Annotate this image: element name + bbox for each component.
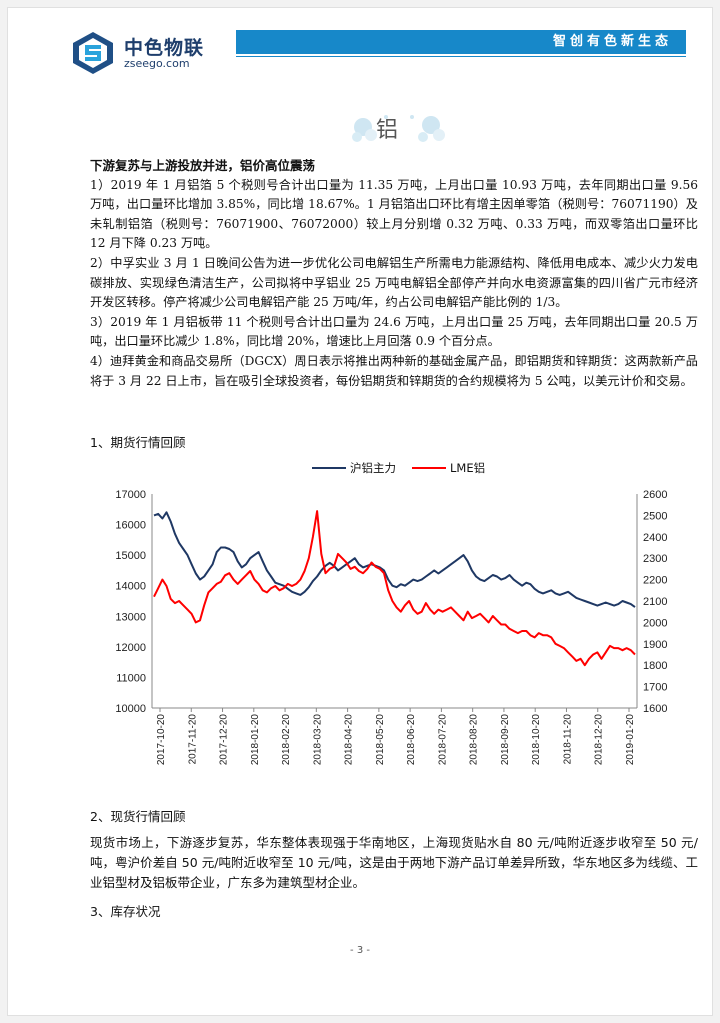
- x-tick-label: 2018-06-20: [406, 714, 417, 766]
- news-paragraph-3: 3）2019 年 1 月铝板带 11 个税则号合计出口量为 24.6 万吨，上月…: [90, 314, 698, 349]
- legend-label-shfe: 沪铝主力: [350, 461, 396, 475]
- x-tick-label: 2018-12-20: [594, 714, 605, 766]
- right-tick-label: 2300: [643, 553, 667, 565]
- right-tick-label: 2500: [643, 510, 667, 522]
- x-tick-label: 2017-10-20: [156, 714, 167, 766]
- right-tick-label: 2200: [643, 575, 667, 587]
- page-number: - 3 -: [350, 945, 370, 956]
- x-tick-label: 2019-01-20: [625, 714, 636, 766]
- section-heading-inventory: 3、库存状况: [90, 904, 161, 919]
- x-tick-label: 2017-11-20: [187, 714, 198, 765]
- spot-paragraph: 现货市场上，下游逐步复苏，华东整体表现强于华南地区，上海现货贴水自 80 元/吨…: [90, 835, 698, 890]
- right-tick-label: 1900: [643, 639, 667, 651]
- x-tick-label: 2018-03-20: [312, 714, 323, 766]
- section-heading-futures: 1、期货行情回顾: [90, 435, 186, 450]
- x-tick-label: 2018-02-20: [281, 714, 292, 766]
- slogan-banner: 智创有色新生态: [236, 30, 686, 54]
- left-tick-label: 17000: [115, 489, 146, 501]
- left-tick-label: 12000: [115, 642, 146, 654]
- legend-label-lme: LME铝: [450, 461, 485, 475]
- x-tick-label: 2018-11-20: [562, 714, 573, 765]
- left-tick-label: 16000: [115, 520, 146, 532]
- right-tick-label: 1800: [643, 660, 667, 672]
- section-badge-decoration-icon: [352, 115, 445, 142]
- x-tick-label: 2018-09-20: [500, 714, 511, 766]
- left-tick-label: 14000: [115, 581, 146, 593]
- left-tick-label: 10000: [115, 703, 146, 715]
- x-tick-label: 2018-05-20: [375, 714, 386, 766]
- section-title: 铝: [376, 118, 399, 143]
- news-paragraph-1: 1）2019 年 1 月铝箔 5 个税则号合计出口量为 11.35 万吨，上月出…: [90, 177, 698, 251]
- banner-divider: [236, 56, 686, 57]
- news-paragraph-2: 2）中孚实业 3 月 1 日晚间公告为进一步优化公司电解铝生产所需电力能源结构、…: [90, 255, 698, 310]
- x-tick-label: 2018-07-20: [437, 714, 448, 766]
- right-tick-label: 1600: [643, 703, 667, 715]
- right-tick-label: 2600: [643, 489, 667, 501]
- right-tick-label: 2100: [643, 596, 667, 608]
- x-tick-label: 2018-08-20: [469, 714, 480, 766]
- left-tick-label: 15000: [115, 550, 146, 562]
- brand-logo[interactable]: 中色物联 zseego.com: [70, 30, 230, 76]
- series-line-lme: [153, 510, 636, 667]
- series-line-shfe: [153, 511, 636, 608]
- news-paragraph-4: 4）迪拜黄金和商品交易所（DGCX）周日表示将推出两种新的基础金属产品，即铝期货…: [90, 353, 698, 388]
- x-tick-label: 2017-12-20: [219, 714, 230, 766]
- left-tick-label: 11000: [116, 672, 146, 684]
- x-tick-label: 2018-01-20: [250, 714, 261, 766]
- logo-text-en: zseego.com: [124, 57, 190, 70]
- right-tick-label: 2400: [643, 532, 667, 544]
- x-tick-label: 2018-04-20: [344, 714, 355, 766]
- news-content: 下游复苏与上游投放并进，铝价高位震荡 1）2019 年 1 月铝箔 5 个税则号…: [90, 156, 698, 391]
- logo-text-cn: 中色物联: [124, 37, 205, 59]
- logo-mark-icon: [73, 32, 113, 74]
- right-tick-label: 2000: [643, 617, 667, 629]
- left-tick-label: 13000: [115, 611, 146, 623]
- price-chart: 10000 11000 12000 13000 14000 15000 16000 17000…: [115, 461, 667, 766]
- right-tick-label: 1700: [643, 682, 667, 694]
- document-page: 中色物联 zseego.com 智创有色新生态 铝 下游复苏与上游投放并进，铝价…: [8, 8, 712, 1015]
- x-tick-label: 2018-10-20: [531, 714, 542, 766]
- section-heading-spot: 2、现货行情回顾: [90, 809, 186, 824]
- headline: 下游复苏与上游投放并进，铝价高位震荡: [90, 158, 316, 173]
